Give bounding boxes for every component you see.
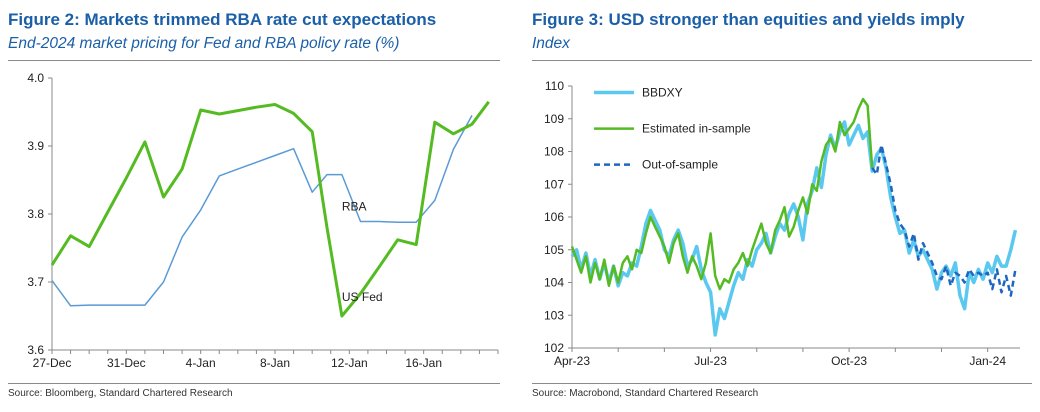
x-tick-label: 12-Jan <box>331 356 368 370</box>
figure-2-top-rule <box>8 60 500 61</box>
y-tick-label: 3.6 <box>27 343 44 357</box>
series-label-us-fed: US Fed <box>342 290 383 304</box>
figure-2-title: Figure 2: Markets trimmed RBA rate cut e… <box>8 10 437 29</box>
legend-label-estimated-in-sample: Estimated in-sample <box>642 122 751 136</box>
y-tick-label: 4.0 <box>27 71 44 85</box>
figure-2-chart: 3.6 3.7 3.8 3.9 4.0 27-Dec 31-Dec 4-Jan 8-Jan 12-… <box>27 71 499 370</box>
series-line-rba <box>51 115 473 307</box>
x-tick-label: 8-Jan <box>260 356 290 370</box>
series-label-rba: RBA <box>342 200 367 214</box>
x-tick-label: Oct-23 <box>831 354 867 368</box>
y-tick-label: 3.8 <box>27 207 44 221</box>
figure-2-bottom-rule <box>8 383 500 384</box>
y-tick-label: 3.7 <box>27 275 44 289</box>
y-tick-label: 3.9 <box>27 139 44 153</box>
series-line-bbdxy <box>570 120 1018 337</box>
x-tick-label: 27-Dec <box>33 356 72 370</box>
y-tick-label: 105 <box>544 243 564 257</box>
legend-label-out-of-sample: Out-of-sample <box>642 158 718 172</box>
x-tick-label: Jul-23 <box>694 354 727 368</box>
x-tick-label: Apr-23 <box>554 354 590 368</box>
figure-2-subtitle: End-2024 market pricing for Fed and RBA … <box>8 35 400 52</box>
y-tick-label: 102 <box>544 341 564 355</box>
figure-3-bottom-rule <box>532 383 1032 384</box>
y-tick-label: 110 <box>545 79 564 93</box>
figure-3-panel: Figure 3: USD stronger than equities and… <box>524 0 1040 412</box>
series-line-us-fed <box>50 100 490 318</box>
figure-3-top-rule <box>532 60 1032 61</box>
y-tick-label: 108 <box>544 145 564 159</box>
figure-2-panel: Figure 2: Markets trimmed RBA rate cut e… <box>0 0 508 412</box>
y-tick-label: 109 <box>544 112 564 126</box>
legend-label-bbdxy: BBDXY <box>642 86 683 100</box>
y-tick-label: 107 <box>544 177 564 191</box>
figure-3-source: Source: Macrobond, Standard Chartered Re… <box>532 388 759 399</box>
figure-3-chart: 102 103 104 105 106 107 108 109 110 Apr-23 Jul-23 O… <box>544 79 1020 368</box>
y-tick-label: 106 <box>544 210 564 224</box>
x-tick-label: 16-Jan <box>405 356 442 370</box>
series-line-estimated-in-sample <box>570 97 874 291</box>
x-tick-label: 31-Dec <box>107 356 146 370</box>
y-tick-label: 103 <box>544 308 564 322</box>
figure-3-subtitle: Index <box>532 35 570 52</box>
x-tick-label: 4-Jan <box>186 356 216 370</box>
figure-2-source: Source: Bloomberg, Standard Chartered Re… <box>8 388 233 399</box>
figure-3-title: Figure 3: USD stronger than equities and… <box>532 10 965 29</box>
y-tick-label: 104 <box>544 276 564 290</box>
x-tick-label: Jan-24 <box>969 354 1006 368</box>
